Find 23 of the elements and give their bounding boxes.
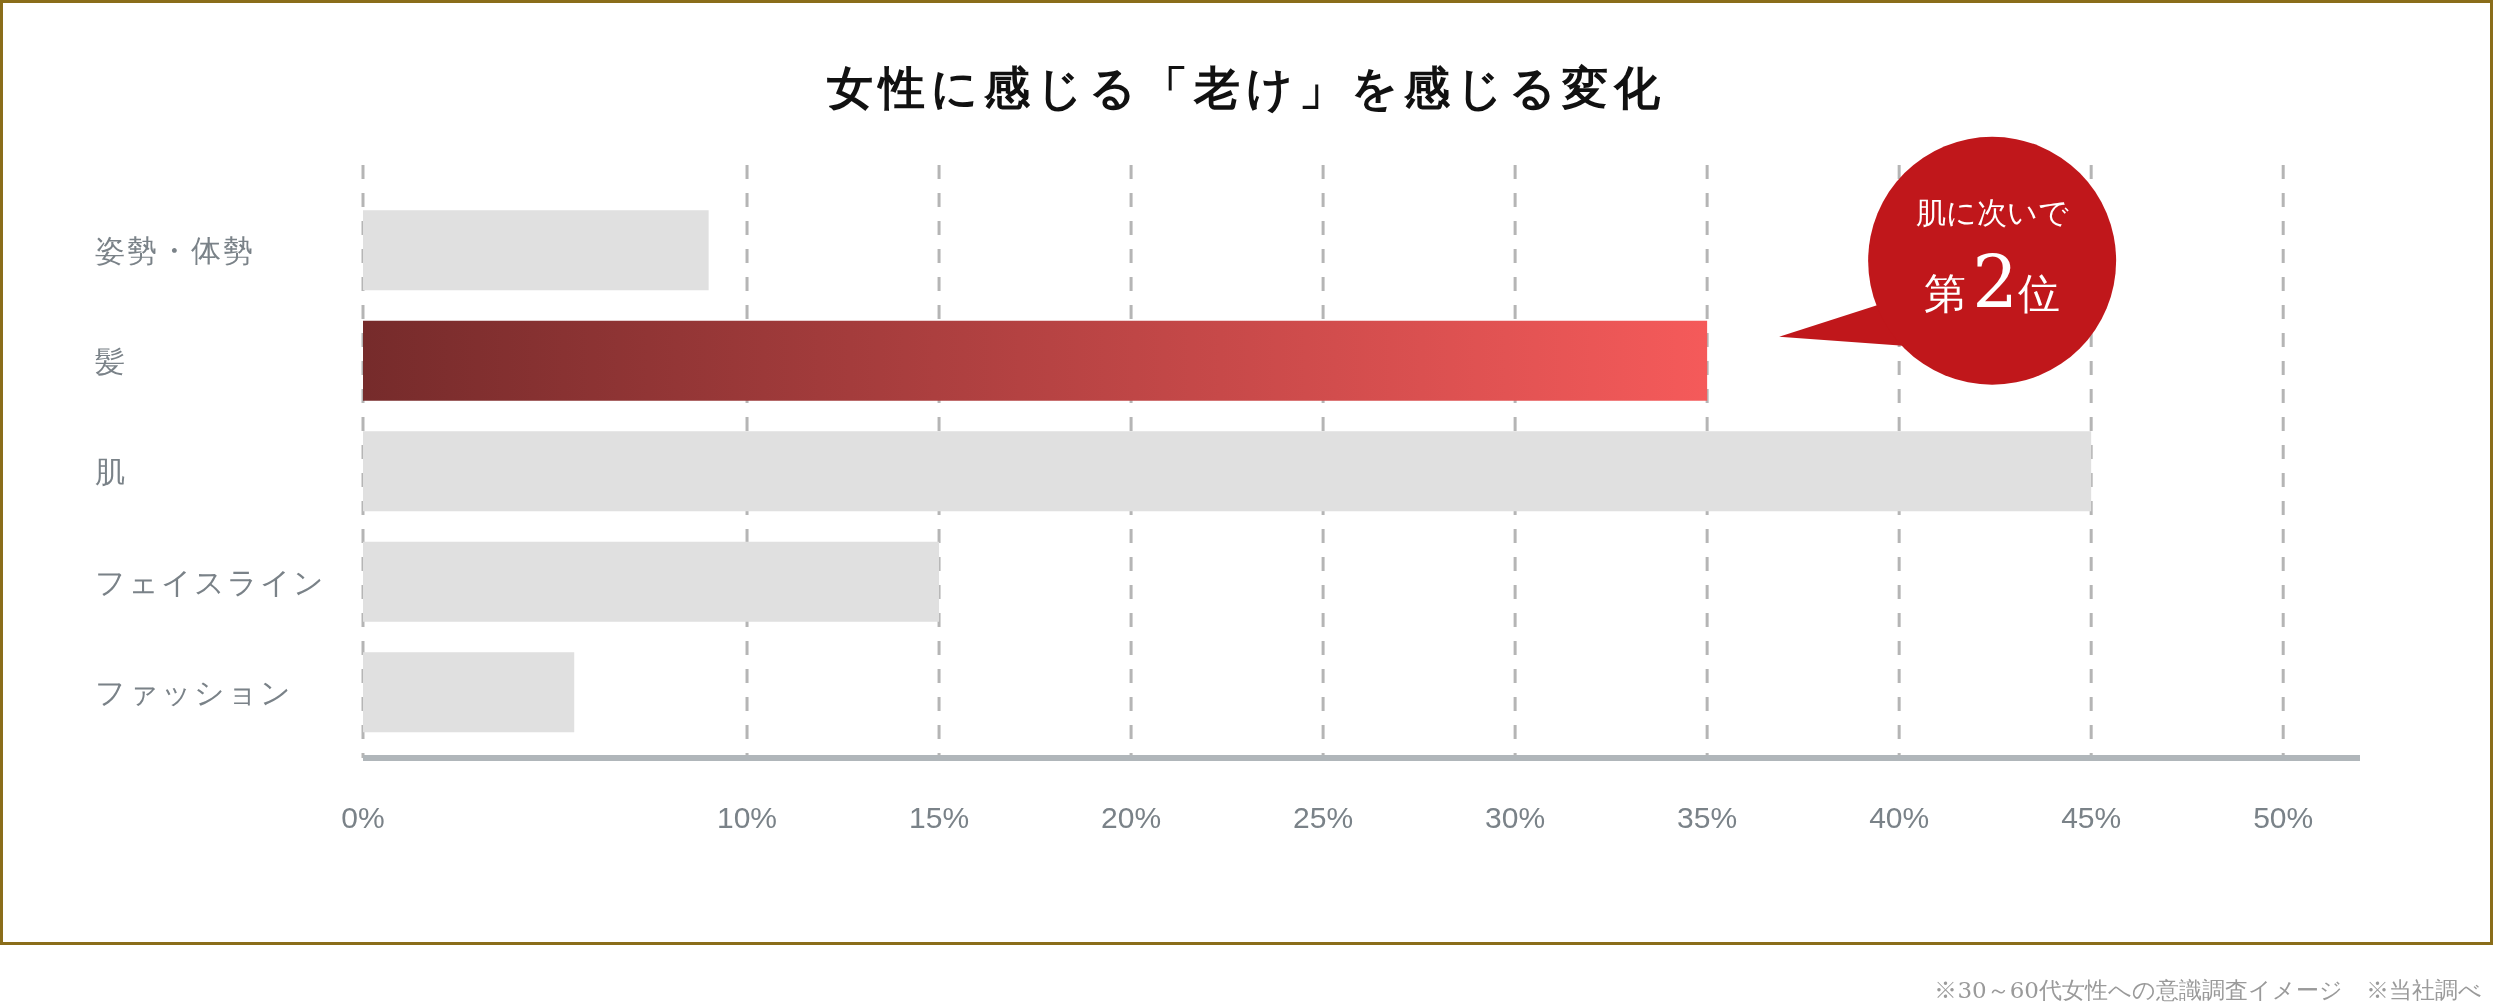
x-tick-label: 50%: [2253, 801, 2314, 834]
y-tick-label: 姿勢・体勢: [95, 234, 255, 268]
y-tick-label: 肌: [95, 455, 127, 489]
x-tick-label: 0%: [341, 801, 385, 834]
x-tick-label: 45%: [2061, 801, 2122, 834]
bar: [363, 652, 575, 733]
x-tick-label: 10%: [717, 801, 778, 834]
x-tick-label: 20%: [1101, 801, 1162, 834]
y-tick-label: 髪: [95, 344, 127, 378]
x-tick-label: 25%: [1293, 801, 1354, 834]
y-tick-label: ファッション: [95, 676, 293, 710]
y-tick-label: フェイスライン: [95, 565, 326, 599]
bar: [363, 320, 1708, 401]
bar: [363, 431, 2092, 512]
text: ※30～60代女性への意識調査イメージ ※当社調べ: [1934, 977, 2482, 1003]
chart-title: 女性に感じる「老け」を感じる変化: [826, 61, 1666, 115]
x-tick-label: 40%: [1869, 801, 1930, 834]
annotation: 肌に次いで: [1915, 194, 2069, 230]
x-tick-label: 30%: [1485, 801, 1546, 834]
x-tick-label: 35%: [1677, 801, 1738, 834]
x-tick-label: 15%: [909, 801, 970, 834]
bar: [363, 210, 709, 291]
bar: [363, 541, 940, 622]
